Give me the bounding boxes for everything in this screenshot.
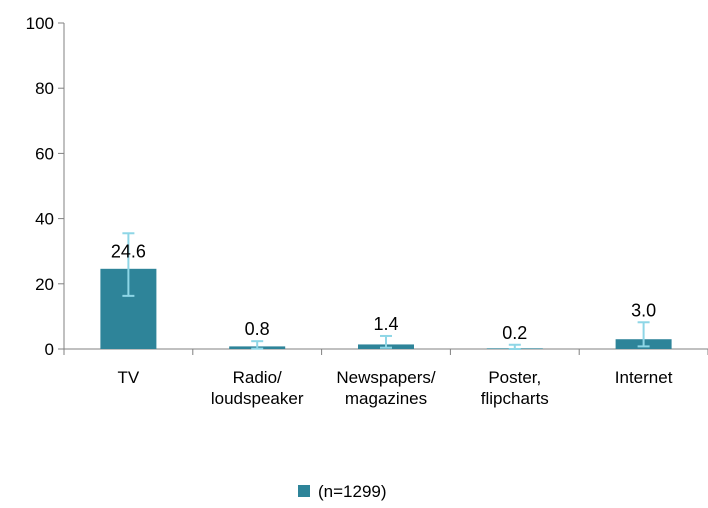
y-tick-label: 0 — [45, 340, 54, 359]
data-label: 24.6 — [111, 242, 146, 262]
category-label: Newspapers/magazines — [336, 368, 435, 408]
data-labels: 24.6 0.8 1.4 0.2 3.0 — [111, 242, 656, 343]
category-label: TV — [118, 368, 140, 387]
data-label: 1.4 — [373, 314, 398, 334]
y-tick-label: 40 — [35, 210, 54, 229]
error-bar — [122, 232, 135, 297]
error-bar — [380, 334, 392, 349]
legend-swatch — [298, 485, 310, 497]
legend-label: (n=1299) — [318, 482, 387, 501]
y-tick-label: 60 — [35, 144, 54, 163]
category-label: Poster, flipcharts — [481, 368, 549, 408]
error-bar — [637, 321, 650, 348]
data-label: 3.0 — [631, 300, 656, 320]
error-bars — [122, 232, 650, 350]
legend: (n=1299) — [298, 482, 387, 501]
error-bar — [251, 340, 264, 350]
error-bar — [508, 343, 521, 350]
data-label: 0.8 — [245, 319, 270, 339]
x-axis: TV Radio/loudspeaker Newspapers/magazines P… — [63, 348, 708, 408]
category-label: Internet — [615, 368, 673, 387]
y-axis: 0 20 40 60 80 100 — [26, 14, 65, 359]
data-label: 0.2 — [502, 323, 527, 343]
category-label: Radio/loudspeaker — [211, 368, 304, 408]
y-tick-label: 80 — [35, 79, 54, 98]
y-tick-label: 100 — [26, 14, 54, 33]
y-tick-label: 20 — [35, 275, 54, 294]
